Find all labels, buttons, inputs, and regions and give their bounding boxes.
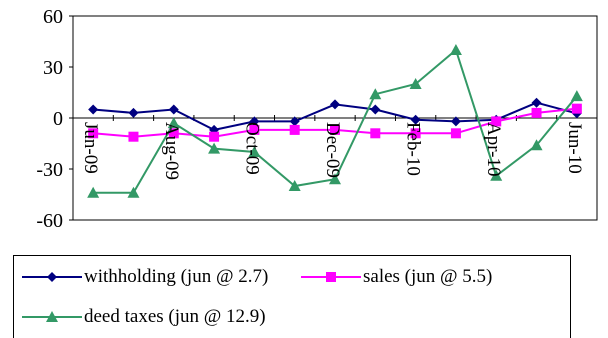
data-point	[329, 173, 341, 185]
data-point	[248, 146, 261, 157]
series-group	[87, 44, 583, 198]
data-point	[531, 107, 542, 118]
data-point	[410, 114, 421, 125]
y-tick-label: -30	[36, 159, 63, 181]
data-point	[168, 128, 179, 139]
data-point	[128, 131, 139, 142]
data-point	[330, 124, 340, 135]
data-point	[127, 186, 140, 198]
series-2	[87, 44, 583, 198]
x-tick-label: Feb-10	[403, 122, 424, 176]
data-point	[209, 131, 220, 142]
data-point	[450, 128, 461, 139]
axes	[69, 15, 598, 221]
data-point	[369, 88, 382, 100]
data-point	[249, 124, 260, 135]
x-tick-label: Dec-09	[322, 122, 343, 178]
x-tick-label: Jun-09	[80, 122, 101, 174]
y-tick-label: -60	[36, 210, 63, 232]
y-tick-label: 0	[53, 108, 63, 130]
data-point	[531, 97, 542, 108]
data-point	[370, 128, 381, 139]
diamond-marker-icon	[22, 272, 82, 282]
data-point	[409, 78, 422, 89]
data-point	[450, 116, 461, 127]
data-point	[168, 104, 179, 115]
data-point	[88, 104, 99, 115]
data-point	[288, 180, 301, 191]
y-tick-label: 30	[43, 57, 63, 79]
data-point	[530, 139, 543, 151]
y-tick-labels: 60 30 0 -30 -60	[36, 6, 63, 232]
y-tick-label: 60	[43, 6, 63, 28]
x-tick-label: Apr-10	[483, 122, 504, 177]
data-point	[87, 186, 100, 198]
legend-label-sales: sales (jun @ 5.5)	[363, 266, 493, 287]
data-point	[410, 128, 421, 139]
data-point	[289, 124, 300, 135]
legend-item-deed-taxes: deed taxes (jun @ 12.9)	[22, 306, 266, 328]
data-point	[491, 116, 502, 127]
data-point	[128, 107, 139, 118]
legend-item-withholding: withholding (jun @ 2.7)	[22, 266, 268, 288]
data-point	[571, 103, 582, 114]
legend: withholding (jun @ 2.7) sales (jun @ 5.5…	[13, 255, 571, 338]
data-point	[570, 90, 583, 102]
data-point	[449, 44, 462, 55]
square-marker-icon	[301, 272, 361, 282]
series-1	[88, 103, 582, 142]
data-point	[370, 104, 381, 115]
data-point	[289, 116, 300, 127]
x-tick-label: Oct-09	[241, 122, 262, 175]
legend-item-sales: sales (jun @ 5.5)	[301, 266, 492, 288]
data-point	[208, 142, 221, 154]
x-tick-label: Jun-10	[564, 122, 585, 174]
triangle-marker-icon	[22, 311, 82, 322]
data-point	[330, 99, 340, 110]
x-tick-labels: Jun-09 Aug-09 Oct-09 Dec-09 Feb-10 Apr-10 Jun-…	[80, 122, 585, 180]
legend-label-deed-taxes: deed taxes (jun @ 12.9)	[84, 306, 266, 327]
data-point	[249, 116, 260, 127]
data-point	[167, 117, 180, 129]
data-point	[88, 128, 99, 139]
line-chart: 60 30 0 -30 -60 Jun-09 Aug-09 Oct-09 Dec-09 Feb-…	[36, 6, 598, 232]
data-point	[490, 169, 503, 181]
x-tick-label: Aug-09	[161, 122, 182, 180]
legend-label-withholding: withholding (jun @ 2.7)	[84, 266, 269, 287]
